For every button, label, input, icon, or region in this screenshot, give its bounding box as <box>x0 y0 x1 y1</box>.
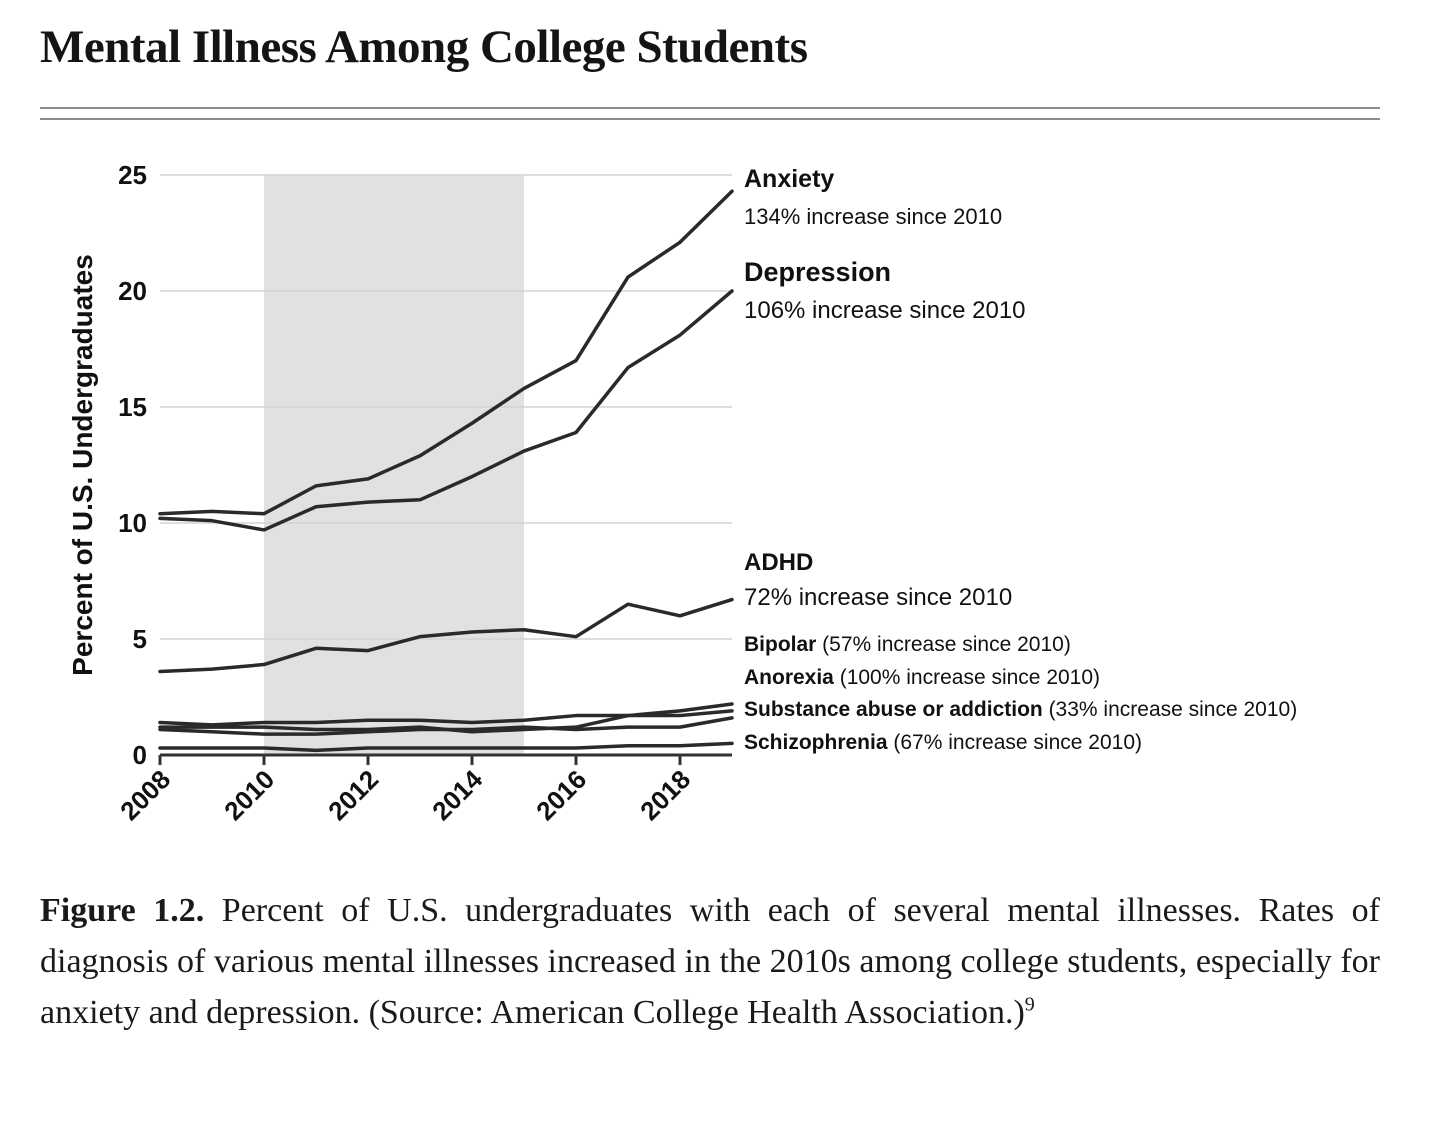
x-tick-label-2012: 2012 <box>322 764 384 826</box>
y-tick-label-10: 10 <box>118 508 147 538</box>
series-note-adhd: 72% increase since 2010 <box>744 584 1012 611</box>
series-line-adhd <box>158 597 734 674</box>
y-tick-label-15: 15 <box>118 392 147 422</box>
series-label-depression: Depression <box>744 257 891 287</box>
y-tick-label-0: 0 <box>133 740 147 770</box>
series-label-group-substance-abuse-or-addiction: Substance abuse or addiction (33% increa… <box>744 698 1297 721</box>
y-axis-title: Percent of U.S. Undergraduates <box>67 254 98 676</box>
series-note-anxiety: 134% increase since 2010 <box>744 204 1002 229</box>
x-tick-label-2008: 2008 <box>114 764 176 826</box>
series-line-anxiety <box>158 189 734 516</box>
line-chart: 0 5 10 15 20 25 2008 2010 2012 2014 2016 2018 Percen… <box>67 160 1297 826</box>
footnote-marker: 9 <box>1024 993 1035 1016</box>
figure-label: Figure 1.2. <box>40 892 205 929</box>
series-label-group-bipolar: Bipolar (57% increase since 2010) <box>744 633 1071 656</box>
y-tick-label-25: 25 <box>118 160 147 190</box>
series-line-depression <box>158 289 734 532</box>
series-note-schizophrenia: (67% increase since 2010) <box>888 731 1142 754</box>
series-label-anxiety: Anxiety <box>744 165 834 193</box>
series-label-group-anorexia: Anorexia (100% increase since 2010) <box>744 666 1100 689</box>
y-tick-label-20: 20 <box>118 276 147 306</box>
series-note-depression: 106% increase since 2010 <box>744 297 1026 324</box>
series-note-substance-abuse-or-addiction: (33% increase since 2010) <box>1043 698 1297 721</box>
series-label-anorexia: Anorexia <box>744 666 834 689</box>
caption-text: Percent of U.S. undergraduates with each… <box>40 892 1381 1031</box>
x-tick-label-2014: 2014 <box>426 764 488 826</box>
series-label-substance-abuse-or-addiction: Substance abuse or addiction <box>744 698 1043 721</box>
x-tick-label-2016: 2016 <box>530 764 592 826</box>
series-line-substance-abuse-or-addiction <box>158 716 734 736</box>
series-line-schizophrenia <box>158 741 734 753</box>
series-label-group-schizophrenia: Schizophrenia (67% increase since 2010) <box>744 731 1142 754</box>
y-tick-label-5: 5 <box>133 624 147 654</box>
chart-title: Mental Illness Among College Students <box>40 21 808 73</box>
series-label-adhd: ADHD <box>744 549 813 576</box>
title-divider-bottom <box>40 118 1380 120</box>
series-label-bipolar: Bipolar <box>744 633 816 656</box>
x-tick-label-2010: 2010 <box>218 764 280 826</box>
figure-caption: Figure 1.2. Percent of U.S. undergraduat… <box>40 885 1380 1038</box>
title-divider-top <box>40 107 1380 109</box>
shaded-period-band <box>264 175 524 755</box>
x-tick-label-2018: 2018 <box>634 764 696 826</box>
series-label-schizophrenia: Schizophrenia <box>744 731 888 754</box>
series-note-bipolar: (57% increase since 2010) <box>816 633 1070 656</box>
series-note-anorexia: (100% increase since 2010) <box>834 666 1100 689</box>
